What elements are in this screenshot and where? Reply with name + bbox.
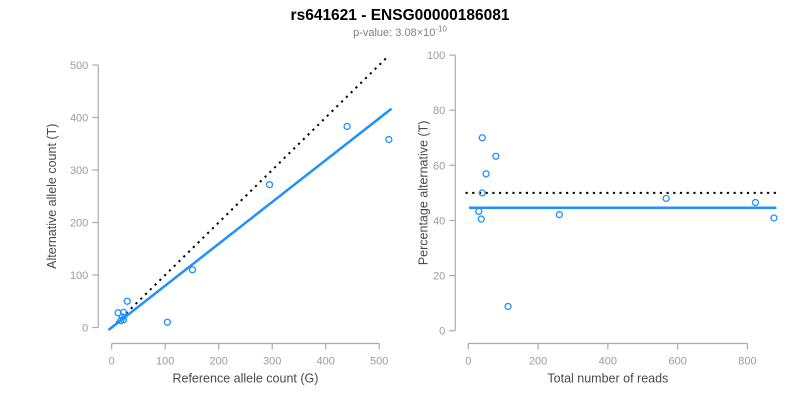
x-tick-label: 100	[156, 356, 174, 368]
plot-title: rs641621 - ENSG00000186081	[290, 7, 510, 24]
y-tick-label: 0	[82, 323, 88, 335]
pvalue-exponent: -10	[435, 24, 447, 34]
data-point	[475, 207, 483, 216]
x-tick-label: 600	[668, 356, 686, 368]
data-point	[123, 297, 131, 305]
y-tick-label: 300	[70, 165, 88, 177]
x-axis-title: Total number of reads	[547, 372, 668, 386]
y-tick-label: 40	[433, 215, 445, 227]
y-tick-label: 80	[433, 105, 445, 117]
x-tick-label: 200	[529, 356, 547, 368]
x-tick-label: 0	[109, 356, 115, 368]
y-tick-label: 100	[427, 50, 445, 62]
x-tick-label: 200	[210, 356, 228, 368]
y-tick-label: 400	[70, 113, 88, 125]
x-tick-label: 500	[370, 356, 388, 368]
y-tick-label: 100	[70, 270, 88, 282]
left-plot: 0 100 200 300 400 500 0 100 200 300 400 500 Referenc…	[45, 57, 393, 386]
data-point	[188, 266, 197, 274]
data-point	[385, 135, 393, 144]
y-axis-title: Percentage alternative (T)	[417, 121, 431, 266]
data-point	[478, 134, 486, 142]
data-point	[662, 194, 670, 203]
data-point	[119, 308, 128, 316]
x-tick-label: 800	[738, 356, 756, 368]
data-point	[770, 214, 778, 222]
y-tick-label: 500	[70, 60, 88, 72]
x-tick-label: 0	[465, 356, 471, 368]
x-tick-label: 400	[599, 356, 617, 368]
x-axis-title: Reference allele count (G)	[172, 372, 318, 386]
y-axis-title: Alternative allele count (T)	[45, 124, 59, 269]
data-point	[555, 211, 564, 219]
data-point	[478, 189, 486, 197]
plot-subtitle: p-value: 3.08×10-10	[0, 24, 800, 39]
data-point	[477, 215, 485, 223]
data-point	[343, 122, 351, 131]
x-tick-label: 300	[263, 356, 281, 368]
right-plot: 0 20 40 60 80 100 0 200 400 600 800 Total number of…	[417, 50, 778, 386]
y-tick-label: 60	[433, 160, 445, 172]
y-tick-label: 20	[433, 271, 445, 283]
data-point	[119, 315, 128, 324]
x-tick-label: 400	[317, 356, 335, 368]
data-point	[265, 181, 274, 189]
data-point	[504, 302, 512, 311]
y-tick-label: 200	[70, 218, 88, 230]
pvalue-text: p-value: 3.08×10	[353, 27, 436, 39]
data-point	[482, 170, 490, 178]
identity-line	[110, 57, 387, 329]
data-point	[163, 318, 171, 326]
data-point	[492, 152, 500, 160]
y-tick-label: 0	[439, 326, 445, 338]
data-point	[751, 198, 760, 207]
regression-line	[107, 107, 393, 332]
